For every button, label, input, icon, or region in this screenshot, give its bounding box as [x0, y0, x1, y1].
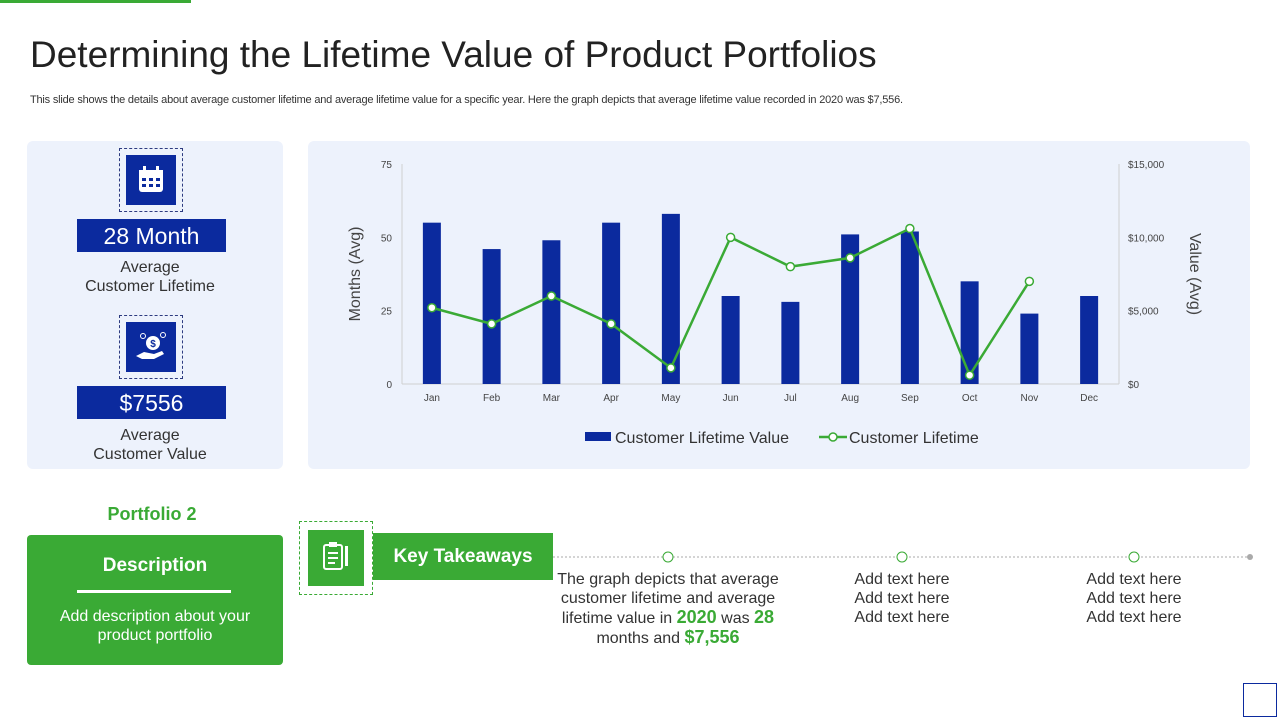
stat-label-line: Customer Value [93, 446, 207, 463]
line-marker [1024, 276, 1035, 287]
bar [482, 249, 501, 384]
chart: 0 25 50 75 $0 $5,000 $10,000 $15,000 Months (Avg… [347, 160, 1203, 447]
takeaway-icon-fill [308, 530, 364, 586]
description-heading: Description [102, 555, 208, 576]
y-axis-title: Months (Avg) [347, 227, 364, 322]
accent-bar [0, 0, 191, 3]
stat-value: $7556 [77, 386, 226, 419]
takeaway-text: The graph depicts that average customer … [548, 570, 788, 648]
y2-tick-label: $10,000 [1128, 233, 1165, 244]
bar [900, 231, 919, 384]
description-card: Description Add description about your p… [27, 535, 283, 665]
takeaway-text: Add text here Add text here Add text her… [1054, 570, 1214, 627]
bar [781, 301, 800, 384]
corner-box [1243, 683, 1277, 717]
bar [841, 234, 860, 384]
x-tick-label: Dec [1080, 393, 1098, 404]
money-icon: $ [119, 315, 183, 379]
x-tick-label: Jan [424, 393, 440, 404]
takeaway-text: Add text here Add text here Add text her… [822, 570, 982, 627]
text: Add text here [854, 609, 950, 626]
line-marker [486, 319, 497, 329]
timeline [553, 551, 1253, 563]
bar [960, 281, 979, 384]
text: The graph depicts that average customer … [557, 571, 779, 627]
line-marker [905, 223, 915, 234]
legend-label: Customer Lifetime [849, 430, 979, 447]
line-marker [666, 363, 676, 373]
text: Add text here [854, 590, 950, 607]
y2-tick-label: $5,000 [1128, 307, 1159, 318]
text: Add text here [1086, 590, 1182, 607]
line-marker [845, 253, 855, 263]
bar [661, 213, 680, 384]
y-tick-label: 50 [381, 233, 393, 244]
x-tick-label: Feb [483, 393, 501, 404]
svg-text:$: $ [150, 339, 156, 350]
text: was [721, 610, 750, 627]
text: Add text here [854, 571, 950, 588]
stat-label: Average Customer Lifetime [50, 258, 250, 296]
y2-tick-label: $0 [1128, 380, 1140, 391]
bar [1020, 313, 1039, 384]
divider [77, 590, 231, 593]
line-marker [546, 291, 557, 301]
stat-label-line: Average [120, 427, 180, 444]
x-tick-label: Jul [784, 393, 797, 404]
bar [721, 296, 740, 384]
calendar-icon [119, 148, 183, 212]
x-tick-label: Sep [901, 393, 919, 404]
y-tick-label: 75 [381, 160, 393, 171]
line-marker [725, 232, 736, 243]
legend-swatch [585, 432, 611, 441]
clipboard-glyph [323, 542, 348, 570]
timeline-node [662, 551, 674, 563]
calendar-glyph [139, 166, 163, 192]
highlight: 28 [754, 607, 775, 627]
x-tick-label: Aug [841, 393, 859, 404]
line-marker [964, 370, 975, 380]
x-tick-label: Mar [543, 393, 561, 404]
bar [542, 240, 561, 384]
y-tick-label: 25 [381, 307, 393, 318]
stat-label-line: Average [120, 259, 180, 276]
stat-value: 28 Month [77, 219, 226, 252]
x-tick-label: Apr [603, 393, 619, 404]
description-text: Add description about your product portf… [59, 608, 251, 644]
y2-tick-label: $15,000 [1128, 160, 1165, 171]
highlight: $7,556 [684, 627, 740, 647]
text: Add text here [1086, 609, 1182, 626]
line-marker [785, 261, 796, 272]
y-tick-label: 0 [386, 380, 392, 391]
text: months and [596, 630, 681, 647]
highlight: 2020 [676, 607, 717, 627]
legend-marker [828, 432, 838, 442]
subtitle: This slide shows the details about avera… [30, 94, 903, 106]
bar [1080, 296, 1099, 384]
line-marker [427, 302, 437, 313]
x-tick-label: Oct [962, 393, 978, 404]
takeaways-title: Key Takeaways [373, 533, 553, 580]
stat-label-line: Customer Lifetime [85, 278, 215, 295]
title: Determining the Lifetime Value of Produc… [30, 34, 877, 75]
takeaway-icon [299, 521, 373, 595]
timeline-node [896, 551, 908, 563]
money-glyph: $ [136, 332, 166, 359]
text: Add text here [1086, 571, 1182, 588]
timeline-node [1128, 551, 1140, 563]
x-tick-label: May [661, 393, 680, 404]
x-tick-label: Nov [1020, 393, 1038, 404]
stat-label: Average Customer Value [50, 426, 250, 464]
portfolio-title: Portfolio 2 [107, 504, 197, 524]
y2-axis-title: Value (Avg) [1186, 233, 1203, 315]
x-tick-label: Jun [723, 393, 739, 404]
timeline-end [1247, 554, 1253, 560]
legend-label: Customer Lifetime Value [615, 430, 789, 447]
line-marker [606, 319, 616, 329]
bar [602, 222, 621, 384]
